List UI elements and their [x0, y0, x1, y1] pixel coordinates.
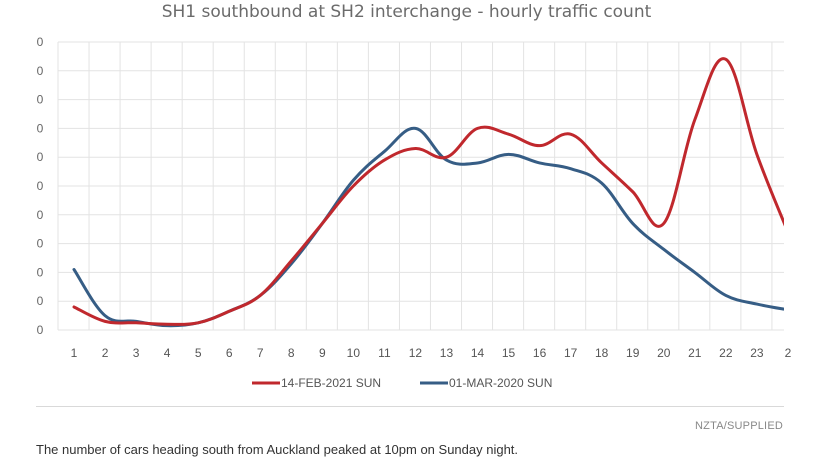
x-tick-label: 17	[564, 346, 578, 360]
x-tick-label: 11	[378, 346, 391, 360]
y-tick-label: 0	[37, 93, 44, 107]
y-tick-label: 0	[37, 237, 44, 251]
grid-layer	[57, 41, 784, 331]
x-tick-label: 23	[750, 346, 764, 360]
y-tick-label: 0	[37, 208, 44, 222]
x-tick-label: 16	[533, 346, 547, 360]
y-tick-label: 0	[37, 150, 44, 164]
x-tick-label: 12	[409, 346, 423, 360]
divider	[36, 406, 784, 407]
legend-label: 01-MAR-2020 SUN	[449, 376, 552, 390]
x-tick-label: 13	[440, 346, 454, 360]
x-tick-label: 8	[288, 346, 295, 360]
series-line-0	[72, 57, 784, 326]
x-tick-label: 4	[164, 346, 171, 360]
x-tick-label: 22	[719, 346, 733, 360]
x-tick-label: 2	[785, 346, 792, 360]
legend: 14-FEB-2021 SUN 01-MAR-2020 SUN	[252, 376, 552, 390]
y-tick-label: 0	[37, 64, 44, 78]
x-tick-label: 5	[195, 346, 202, 360]
x-tick-label: 14	[471, 346, 485, 360]
image-caption: The number of cars heading south from Au…	[36, 442, 519, 457]
x-tick-label: 3	[133, 346, 140, 360]
x-tick-label: 7	[257, 346, 264, 360]
chart-title: SH1 southbound at SH2 interchange - hour…	[161, 2, 652, 22]
x-tick-label: 9	[319, 346, 326, 360]
x-tick-label: 6	[226, 346, 233, 360]
x-tick-label: 21	[688, 346, 702, 360]
y-tick-labels: 0 0 0 0 0 0 0 0 0 0 0	[37, 35, 44, 337]
chart-container: SH1 southbound at SH2 interchange - hour…	[37, 2, 792, 390]
y-tick-label: 0	[37, 121, 44, 135]
x-tick-labels: 1 2 3 4 5 6 7 8 9 10 11 12 13 14 15 16 17 18 19 20 21 22 23 2	[71, 346, 792, 360]
x-tick-label: 10	[347, 346, 361, 360]
series-layer	[72, 57, 784, 328]
y-tick-label: 0	[37, 179, 44, 193]
image-credit: NZTA/SUPPLIED	[695, 420, 783, 432]
x-tick-label: 2	[102, 346, 109, 360]
y-tick-label: 0	[37, 265, 44, 279]
y-tick-label: 0	[37, 323, 44, 337]
x-tick-label: 19	[626, 346, 640, 360]
x-tick-label: 1	[71, 346, 78, 360]
x-tick-label: 15	[502, 346, 516, 360]
y-tick-label: 0	[37, 35, 44, 49]
y-tick-label: 0	[37, 294, 44, 308]
legend-label: 14-FEB-2021 SUN	[281, 376, 381, 390]
x-tick-label: 20	[657, 346, 671, 360]
x-tick-label: 18	[595, 346, 609, 360]
